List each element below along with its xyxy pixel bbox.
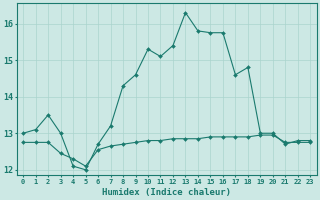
- X-axis label: Humidex (Indice chaleur): Humidex (Indice chaleur): [102, 188, 231, 197]
